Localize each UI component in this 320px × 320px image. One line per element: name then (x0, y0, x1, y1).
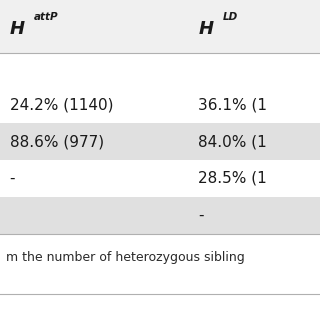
Text: -: - (10, 171, 15, 186)
Text: 88.6% (977): 88.6% (977) (10, 134, 104, 149)
Text: m the number of heterozygous sibling: m the number of heterozygous sibling (6, 251, 245, 264)
Bar (0, 86, 320, 123)
Text: 24.2% (1140): 24.2% (1140) (10, 97, 113, 112)
Text: 84.0% (1: 84.0% (1 (198, 134, 267, 149)
Bar (0, 197, 320, 234)
Text: 36.1% (1: 36.1% (1 (198, 97, 268, 112)
Text: 28.5% (1: 28.5% (1 (198, 171, 267, 186)
Text: attP: attP (34, 12, 58, 22)
Text: H: H (198, 20, 213, 38)
Text: H: H (10, 20, 25, 38)
Bar (0, 160, 320, 197)
Text: -: - (198, 208, 204, 223)
Text: LD: LD (222, 12, 238, 22)
Bar (0, 0, 320, 53)
Bar (0, 123, 320, 160)
